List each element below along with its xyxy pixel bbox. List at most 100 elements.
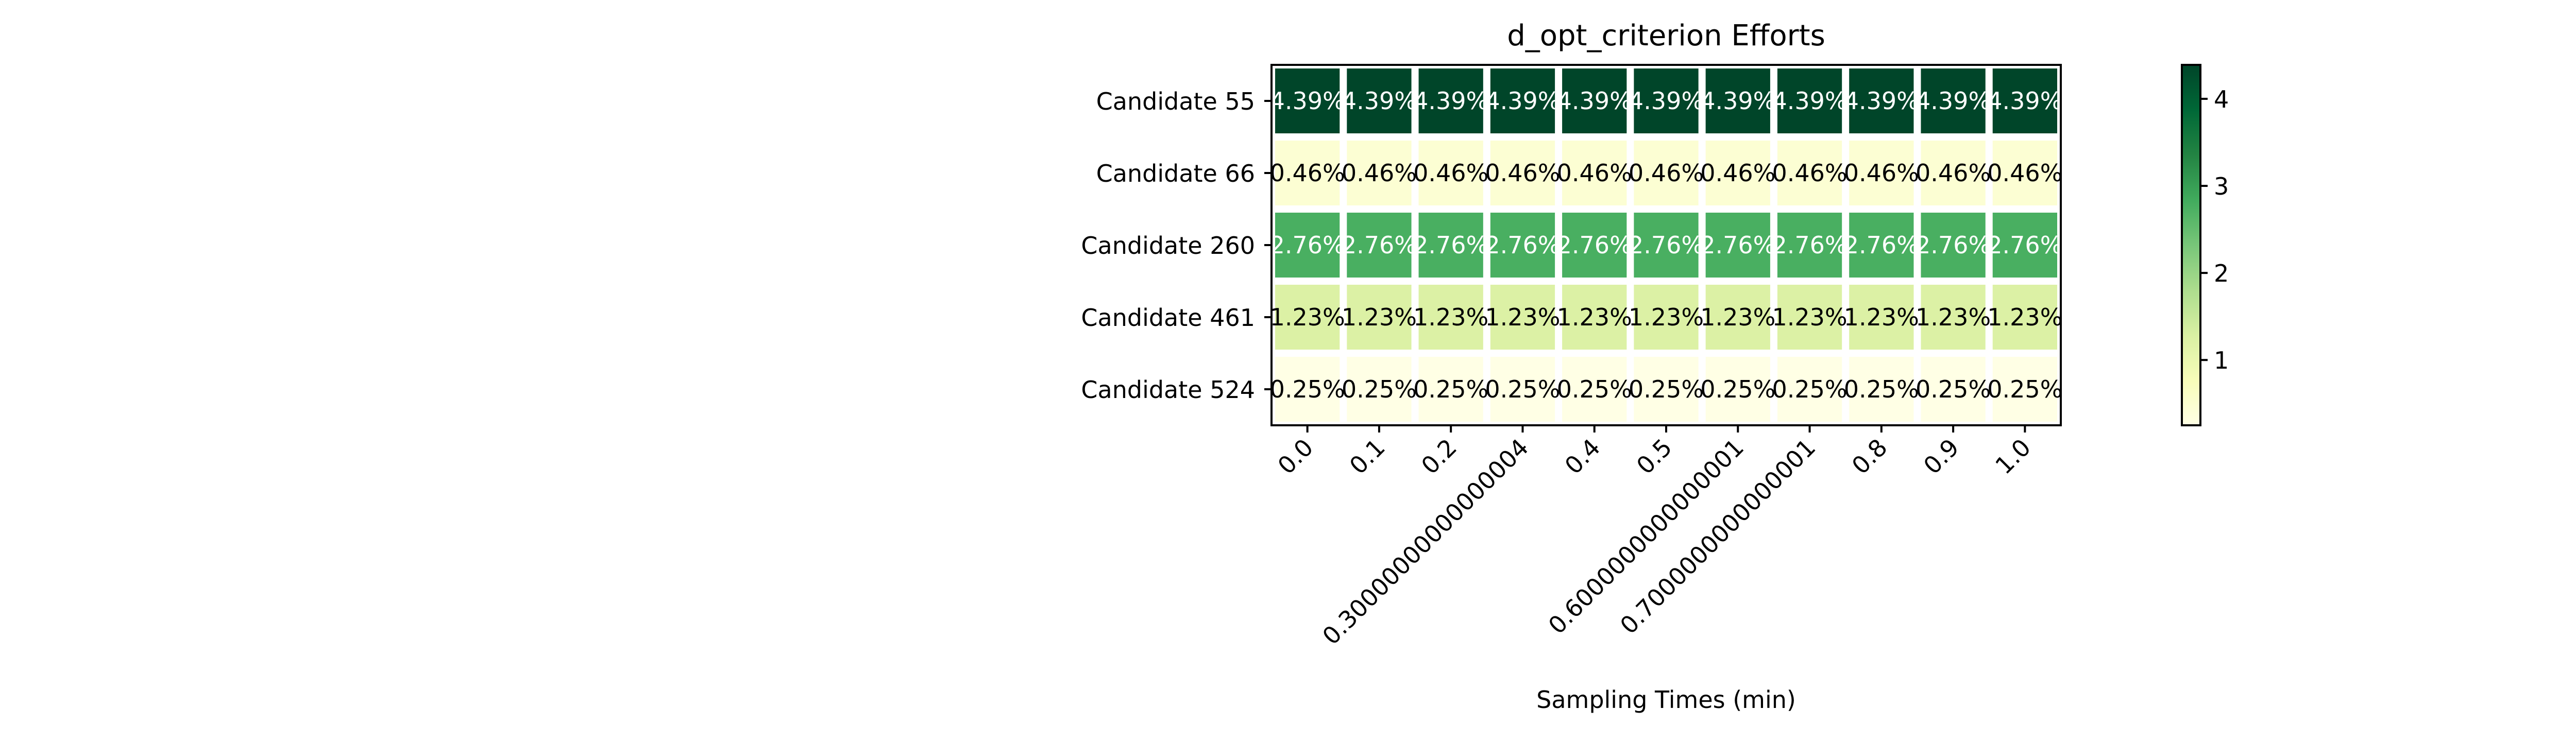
cell-value-label: 2.76% [1270,231,1345,259]
cell-value-label: 0.25% [1772,375,1847,403]
heatmap-cell [1418,68,1483,133]
heatmap-cell [1777,357,1842,422]
cell-value-label: 1.23% [1485,303,1560,331]
heatmap-cell-labels: 4.39%4.39%4.39%4.39%4.39%4.39%4.39%4.39%… [1270,87,2063,403]
cell-value-label: 4.39% [1844,87,1919,115]
heatmap-cell [1634,68,1699,133]
cell-value-label: 4.39% [1413,87,1488,115]
y-tick-label: Candidate 524 [1081,376,1255,404]
cell-value-label: 4.39% [1485,87,1560,115]
y-tick-label: Candidate 66 [1096,160,1255,187]
heatmap-cell [1634,357,1699,422]
cell-value-label: 0.25% [1700,375,1775,403]
cell-value-label: 0.25% [1557,375,1632,403]
heatmap-cell [1347,357,1412,422]
cell-value-label: 4.39% [1270,87,1345,115]
heatmap-cell [1490,68,1555,133]
cell-value-label: 2.76% [1629,231,1704,259]
cell-value-label: 0.25% [1342,375,1417,403]
heatmap-cell [1634,141,1699,205]
heatmap-cell [1562,357,1627,422]
colorbar-gradient [2181,64,2201,426]
x-tick-label: 1.0 [1990,434,2036,480]
cell-value-label: 2.76% [1413,231,1488,259]
heatmap-cell [1275,68,1340,133]
colorbar: 1 2 3 4 [2181,64,2229,426]
x-tick-label: 0.8 [1846,434,1893,480]
cell-value-label: 1.23% [1557,303,1632,331]
cell-value-label: 2.76% [1987,231,2062,259]
cell-value-label: 4.39% [1557,87,1632,115]
cell-value-label: 0.46% [1916,159,1991,187]
heatmap-cell [1634,285,1699,350]
cell-value-label: 0.25% [1916,375,1991,403]
heatmap-cell [1992,213,2057,278]
heatmap-cell [1562,213,1627,278]
x-axis: 0.0 0.1 0.20.30000000000000004 0.4 0.50.6000… [1273,425,2036,650]
colorbar-tick-label: 4 [2214,85,2229,113]
cell-value-label: 2.76% [1342,231,1417,259]
cell-value-label: 1.23% [1844,303,1919,331]
cell-value-label: 4.39% [1916,87,1991,115]
cell-value-label: 0.25% [1413,375,1488,403]
cell-value-label: 0.46% [1772,159,1847,187]
heatmap-cell [1490,285,1555,350]
cell-value-label: 0.46% [1342,159,1417,187]
heatmap-cell [1777,285,1842,350]
cell-value-label: 1.23% [1772,303,1847,331]
heatmap-cell [1992,285,2057,350]
heatmap-cell [1849,141,1914,205]
heatmap-cell [1562,68,1627,133]
heatmap-cell [1921,285,1986,350]
heatmap-cell [1849,285,1914,350]
heatmap-cell [1921,141,1986,205]
cell-value-label: 4.39% [1987,87,2062,115]
heatmap-cell [1992,68,2057,133]
cell-value-label: 2.76% [1916,231,1991,259]
y-tick-label: Candidate 260 [1081,232,1255,259]
heatmap-cell [1849,68,1914,133]
heatmap-cell [1705,68,1770,133]
heatmap-cell [1562,285,1627,350]
cell-value-label: 0.46% [1629,159,1704,187]
heatmap-cell [1418,213,1483,278]
heatmap-cell [1275,357,1340,422]
x-tick-label: 0.1 [1344,434,1391,480]
y-axis: Candidate 55 Candidate 66 Candidate 260 Can… [1081,88,1272,404]
heatmap-cell [1347,68,1412,133]
y-tick-label: Candidate 461 [1081,304,1255,332]
heatmap-cell [1705,285,1770,350]
heatmap-cell [1275,141,1340,205]
heatmap-cell [1705,213,1770,278]
cell-value-label: 4.39% [1700,87,1775,115]
heatmap-cell [1849,357,1914,422]
cell-value-label: 0.25% [1485,375,1560,403]
cell-value-label: 1.23% [1987,303,2062,331]
y-tick-label: Candidate 55 [1096,88,1255,115]
heatmap-cell [1921,68,1986,133]
cell-value-label: 1.23% [1270,303,1345,331]
cell-value-label: 0.46% [1557,159,1632,187]
heatmap-cell [1562,141,1627,205]
cell-value-label: 4.39% [1772,87,1847,115]
cell-value-label: 0.25% [1270,375,1345,403]
x-tick-label: 0.5 [1631,434,1677,480]
heatmap-cell [1777,141,1842,205]
chart-title: d_opt_criterion Efforts [1507,19,1825,53]
cell-value-label: 2.76% [1557,231,1632,259]
heatmap-cell [1275,285,1340,350]
cell-value-label: 0.25% [1987,375,2062,403]
x-tick-label: 0.0 [1273,434,1319,480]
heatmap-cell [1705,357,1770,422]
heatmap-cell [1418,141,1483,205]
heatmap-cell [1347,141,1412,205]
cell-value-label: 0.25% [1629,375,1704,403]
cell-value-label: 2.76% [1844,231,1919,259]
colorbar-tick-label: 2 [2214,259,2229,287]
heatmap-cell [1490,213,1555,278]
cell-value-label: 0.46% [1700,159,1775,187]
x-tick-label: 0.4 [1560,434,1606,480]
heatmap-cell [1921,213,1986,278]
cell-value-label: 4.39% [1342,87,1417,115]
